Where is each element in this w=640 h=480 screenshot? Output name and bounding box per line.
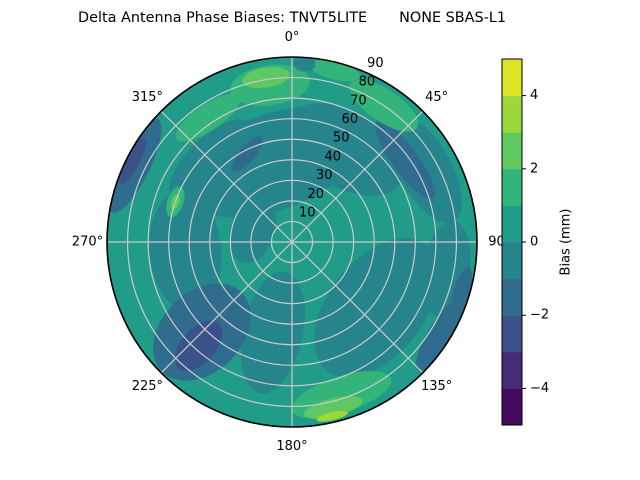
radial-tick-label: 60 xyxy=(342,112,359,127)
radial-tick-labels: 10 20 30 40 50 60 70 80 90 xyxy=(299,56,384,221)
radial-tick-label: 80 xyxy=(359,75,376,90)
contour-region xyxy=(231,136,263,172)
radial-tick-label: 30 xyxy=(316,168,333,183)
contour-region xyxy=(309,59,361,82)
colorbar-band xyxy=(502,59,522,97)
radial-tick-label: 50 xyxy=(333,131,350,146)
contour-region xyxy=(175,93,241,142)
contour-region xyxy=(174,320,223,371)
radial-tick-label: 40 xyxy=(325,149,342,164)
radial-tick-label: 10 xyxy=(299,206,316,221)
colorbar: 4 2 0 −2 −4 Bias (mm) xyxy=(501,58,574,426)
angular-grid-line xyxy=(160,241,293,374)
colorbar-axis-label: Bias (mm) xyxy=(559,209,574,276)
theta-tick-labels: 0° 45° 90 135° 180° 225° 270° 315° xyxy=(72,30,505,454)
theta-tick-label: 180° xyxy=(276,439,307,454)
colorbar-band xyxy=(502,278,522,316)
contour-region xyxy=(240,271,305,394)
chart-title: Delta Antenna Phase Biases: TNVT5LITE NO… xyxy=(78,10,506,26)
colorbar-band xyxy=(502,95,522,133)
polar-outline xyxy=(106,56,478,428)
contour-region xyxy=(316,410,348,422)
theta-tick-label: 135° xyxy=(421,379,452,394)
radial-tick-label: 70 xyxy=(350,93,367,108)
colorbar-band xyxy=(502,168,522,206)
colorbar-tick-label: 2 xyxy=(530,161,538,176)
theta-tick-label: 45° xyxy=(425,90,448,105)
contour-region xyxy=(451,267,473,314)
colorbar-band xyxy=(502,205,522,243)
contour-region xyxy=(304,396,363,419)
theta-tick-label: 315° xyxy=(132,90,163,105)
colorbar-band xyxy=(502,315,522,353)
theta-tick-label: 90 xyxy=(488,235,505,250)
contour-region xyxy=(374,120,436,200)
contour-region xyxy=(119,137,147,185)
polar-grid xyxy=(107,57,477,427)
radial-tick-label: 20 xyxy=(307,187,324,202)
contour-region xyxy=(293,57,316,72)
angular-grid-line xyxy=(291,110,424,243)
colorbar-tick-label: 4 xyxy=(530,88,538,103)
colorbar-band xyxy=(502,132,522,170)
colorbar-tick-label: −2 xyxy=(530,308,549,323)
theta-tick-label: 0° xyxy=(285,30,300,45)
colorbar-band xyxy=(502,351,522,389)
angular-grid-line xyxy=(160,110,293,243)
colorbar-band xyxy=(502,388,522,426)
colorbar-band xyxy=(502,242,522,280)
angular-grid-line xyxy=(291,241,424,374)
colorbar-tick-label: 0 xyxy=(530,235,538,250)
contour-region xyxy=(242,66,290,89)
theta-tick-label: 270° xyxy=(72,235,103,250)
theta-tick-label: 225° xyxy=(132,379,163,394)
contour-region xyxy=(149,191,222,312)
colorbar-tick-label: −4 xyxy=(530,381,549,396)
contour-region xyxy=(415,298,465,371)
radial-tick-label: 90 xyxy=(367,56,384,71)
